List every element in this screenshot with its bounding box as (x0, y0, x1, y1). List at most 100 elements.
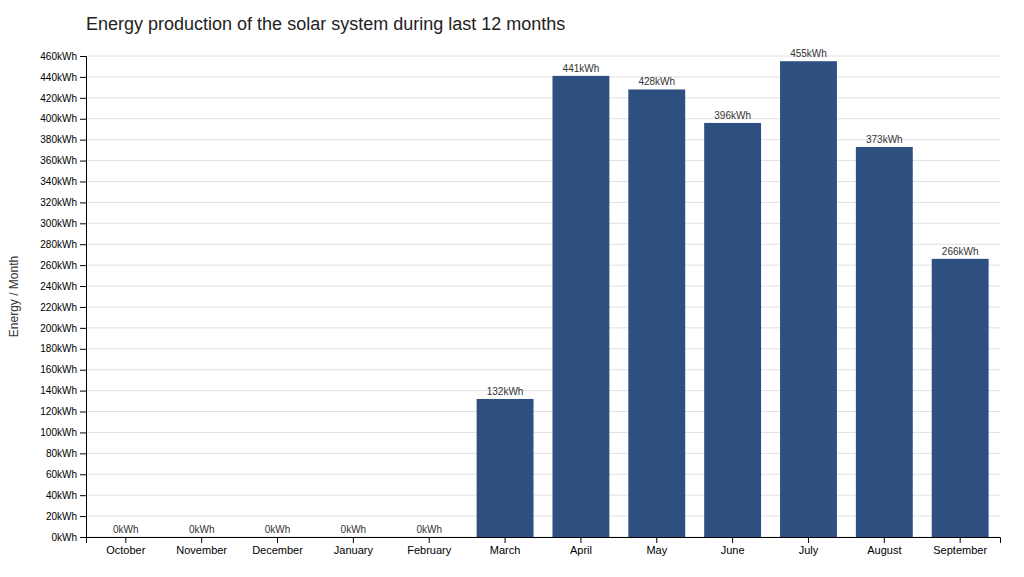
y-tick: 340kWh (40, 176, 86, 187)
y-tick-mark (80, 453, 86, 454)
y-tick-label: 200kWh (40, 323, 77, 334)
y-tick: 80kWh (46, 448, 86, 459)
x-tick-mark (808, 537, 809, 543)
grid-line (86, 97, 1000, 98)
x-tick-mark (277, 537, 278, 543)
x-tick-mark (960, 537, 961, 543)
y-tick-mark (80, 98, 86, 99)
x-tick: March (490, 537, 521, 556)
y-tick-mark (80, 474, 86, 475)
y-tick: 320kWh (40, 197, 86, 208)
chart-svg: 0kWh0kWh0kWh0kWh0kWh132kWh441kWh428kWh39… (0, 0, 1024, 577)
grid-line (86, 139, 1000, 140)
data-label: 0kWh (341, 524, 367, 535)
y-tick-label: 260kWh (40, 260, 77, 271)
y-tick-label: 220kWh (40, 302, 77, 313)
y-tick: 140kWh (40, 385, 86, 396)
x-tick: July (799, 537, 819, 556)
y-tick-label: 160kWh (40, 364, 77, 375)
y-tick: 160kWh (40, 364, 86, 375)
x-tick: January (334, 537, 374, 556)
y-tick-label: 120kWh (40, 406, 77, 417)
data-label: 266kWh (942, 246, 979, 257)
y-tick: 380kWh (40, 134, 86, 145)
x-axis: OctoberNovemberDecemberJanuaryFebruaryMa… (87, 537, 1001, 556)
y-tick-mark (80, 140, 86, 141)
y-tick: 100kWh (40, 427, 86, 438)
y-tick: 280kWh (40, 239, 86, 250)
y-tick-mark (80, 495, 86, 496)
y-tick-mark (80, 181, 86, 182)
x-tick-label: October (106, 544, 145, 556)
y-tick-mark (80, 432, 86, 433)
data-label: 396kWh (714, 110, 751, 121)
y-tick-mark (80, 349, 86, 350)
x-tick: August (867, 537, 901, 556)
x-axis-line (87, 538, 1001, 544)
y-tick-label: 0kWh (51, 532, 77, 543)
y-tick: 60kWh (46, 469, 86, 480)
bar (780, 61, 837, 537)
y-tick: 360kWh (40, 155, 86, 166)
y-tick: 0kWh (51, 532, 86, 543)
bar (325, 537, 382, 538)
bar (932, 259, 989, 537)
y-tick-mark (80, 161, 86, 162)
x-tick-label: November (176, 544, 227, 556)
y-tick-mark (80, 265, 86, 266)
y-tick: 40kWh (46, 490, 86, 501)
data-label: 0kWh (416, 524, 442, 535)
x-tick: May (646, 537, 667, 556)
bar (401, 537, 458, 538)
x-tick-mark (353, 537, 354, 543)
x-tick-label: August (867, 544, 901, 556)
x-tick-mark (201, 537, 202, 543)
grid-line (86, 76, 1000, 77)
x-tick-label: July (799, 544, 819, 556)
y-tick-label: 80kWh (46, 448, 77, 459)
y-tick: 260kWh (40, 260, 86, 271)
y-axis: 0kWh 20kWh 40kWh 60kWh 80kWh 100kWh 120kWh 140k… (40, 51, 86, 543)
x-tick: September (933, 537, 987, 556)
y-tick-mark (80, 370, 86, 371)
plot: 0kWh0kWh0kWh0kWh0kWh132kWh441kWh428kWh39… (40, 48, 1000, 556)
data-label: 0kWh (265, 524, 291, 535)
bar (856, 147, 913, 537)
data-label: 132kWh (487, 386, 524, 397)
y-tick-mark (80, 202, 86, 203)
y-tick-label: 20kWh (46, 511, 77, 522)
y-tick: 220kWh (40, 302, 86, 313)
grid-line (86, 56, 1000, 57)
data-label: 373kWh (866, 134, 903, 145)
y-tick-label: 360kWh (40, 155, 77, 166)
y-tick-mark (80, 286, 86, 287)
x-tick-mark (505, 537, 506, 543)
y-tick: 460kWh (40, 51, 86, 62)
bar (173, 537, 230, 538)
x-tick-label: February (407, 544, 452, 556)
x-tick-mark (580, 537, 581, 543)
x-tick-label: April (570, 544, 592, 556)
bars (477, 61, 989, 537)
x-tick: June (721, 537, 745, 556)
y-tick: 120kWh (40, 406, 86, 417)
y-tick-mark (80, 56, 86, 57)
y-tick-mark (80, 328, 86, 329)
y-tick-label: 400kWh (40, 113, 77, 124)
y-tick: 440kWh (40, 72, 86, 83)
y-tick-label: 240kWh (40, 281, 77, 292)
x-tick: November (176, 537, 227, 556)
title: Energy production of the solar system du… (86, 14, 565, 34)
y-tick-label: 420kWh (40, 93, 77, 104)
y-tick-label: 100kWh (40, 427, 77, 438)
x-tick-label: January (334, 544, 374, 556)
chart-container: 0kWh0kWh0kWh0kWh0kWh132kWh441kWh428kWh39… (0, 0, 1024, 577)
y-tick-mark (80, 516, 86, 517)
y-tick-label: 140kWh (40, 385, 77, 396)
data-label: 455kWh (790, 48, 827, 59)
x-tick-mark (125, 537, 126, 543)
x-tick: February (407, 537, 452, 556)
bar (628, 89, 685, 537)
bar (477, 399, 534, 537)
y-axis-line (80, 57, 87, 538)
